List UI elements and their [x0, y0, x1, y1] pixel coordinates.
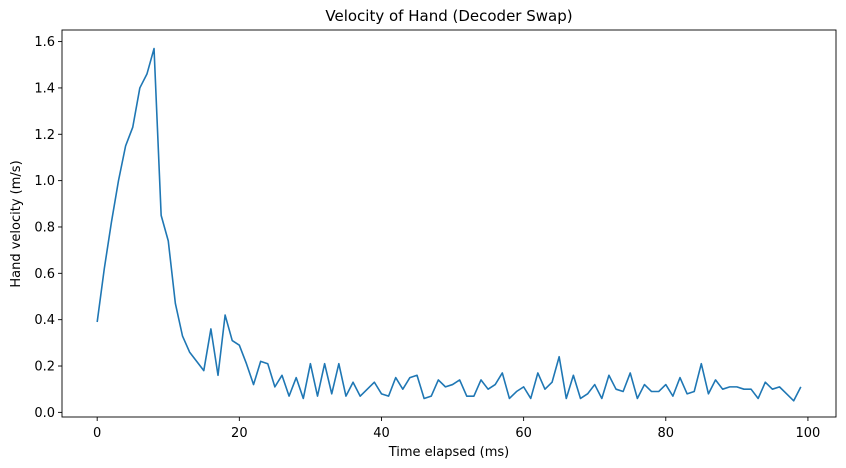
- x-tick-label: 80: [658, 426, 675, 441]
- y-axis-label: Hand velocity (m/s): [9, 160, 24, 287]
- x-tick-label: 100: [796, 426, 821, 441]
- series-line-0: [96, 47, 802, 402]
- y-tick-label: 1.2: [34, 128, 55, 143]
- x-tick-label: 40: [373, 426, 390, 441]
- y-tick-label: 1.0: [34, 174, 55, 189]
- y-tick-label: 1.4: [34, 81, 55, 96]
- y-tick-label: 1.6: [34, 35, 55, 50]
- chart-title: Velocity of Hand (Decoder Swap): [325, 7, 572, 25]
- y-tick-label: 0.0: [34, 406, 55, 421]
- x-tick-label: 20: [231, 426, 248, 441]
- plot-frame: [61, 29, 837, 418]
- y-tick-label: 0.6: [34, 267, 55, 282]
- plot-area: 0 20 40 60 80 100 0.0 0.2 0.4 0.6 0.8 1.0 1.2 1.4 1.6: [34, 29, 837, 441]
- x-tick-label: 60: [515, 426, 532, 441]
- x-tick-label: 0: [93, 426, 101, 441]
- y-tick-label: 0.2: [34, 360, 55, 375]
- x-axis-label: Time elapsed (ms): [388, 445, 510, 460]
- y-tick-label: 0.4: [34, 313, 55, 328]
- y-tick-label: 0.8: [34, 220, 55, 235]
